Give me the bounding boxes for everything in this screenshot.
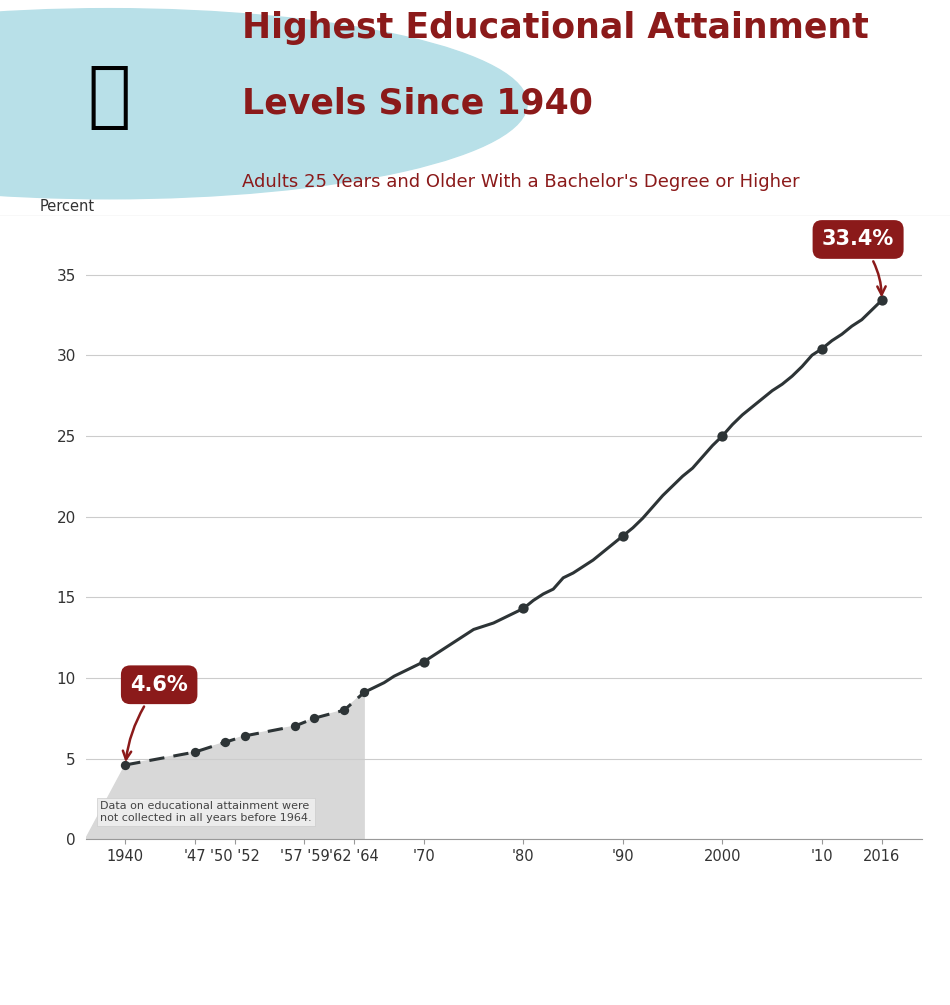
Text: Highest Educational Attainment: Highest Educational Attainment (242, 11, 869, 45)
Point (814, 341, 829, 357)
Point (287, 719, 302, 735)
Point (218, 735, 233, 751)
Text: Current Population Survey: Current Population Survey (789, 922, 936, 932)
Text: United States™: United States™ (14, 885, 95, 895)
Text: www.census.gov/programs-surveys/cps.html: www.census.gov/programs-surveys/cps.html (687, 953, 936, 963)
Text: 33.4%: 33.4% (822, 229, 894, 294)
Point (874, 292, 889, 309)
Text: Census: Census (14, 915, 131, 944)
Text: Levels Since 1940: Levels Since 1940 (242, 86, 593, 121)
Point (336, 702, 351, 719)
Text: Source:  1940-2010 Censuses and: Source: 1940-2010 Censuses and (745, 885, 936, 895)
Text: Data on educational attainment were
not collected in all years before 1964.: Data on educational attainment were not … (101, 801, 312, 823)
Point (118, 757, 133, 773)
Text: www.census.gov/prod/www/decennial.html: www.census.gov/prod/www/decennial.html (695, 983, 936, 993)
Point (356, 684, 371, 700)
Text: U.S. CENSUS BUREAU: U.S. CENSUS BUREAU (204, 953, 317, 963)
Point (187, 744, 202, 760)
Point (516, 600, 531, 616)
Circle shape (0, 9, 527, 199)
Point (416, 653, 431, 669)
Text: Bureau: Bureau (14, 979, 59, 992)
Point (238, 728, 253, 744)
Text: census.gov: census.gov (204, 983, 292, 997)
Point (616, 528, 631, 544)
Text: 4.6%: 4.6% (123, 674, 188, 760)
Text: 🏫: 🏫 (87, 62, 131, 132)
Text: Percent: Percent (40, 199, 95, 214)
Point (307, 711, 322, 727)
Text: Economics and Statistics Administration: Economics and Statistics Administration (204, 922, 442, 935)
Text: Adults 25 Years and Older With a Bachelor's Degree or Higher: Adults 25 Years and Older With a Bachelo… (242, 173, 800, 191)
Text: U.S. Department of Commerce: U.S. Department of Commerce (204, 885, 418, 899)
Polygon shape (86, 692, 364, 839)
Point (714, 428, 730, 444)
